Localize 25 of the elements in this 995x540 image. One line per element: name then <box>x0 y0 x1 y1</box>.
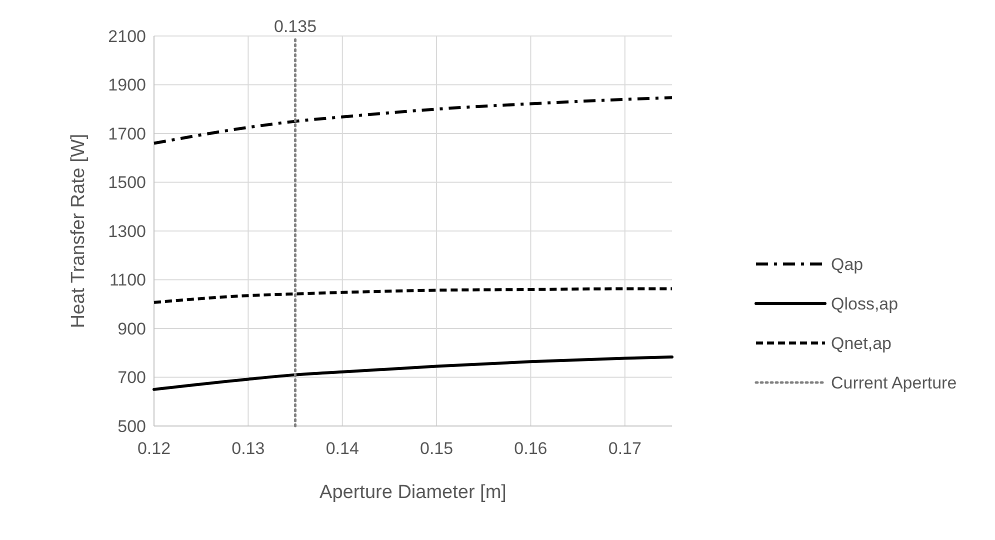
y-tick-label: 2100 <box>108 26 146 46</box>
line-series <box>152 356 674 391</box>
y-tick-label: 900 <box>118 319 146 338</box>
y-tick-label: 700 <box>118 368 146 388</box>
x-tick-label: 0.12 <box>137 439 171 458</box>
legend-label: Qap <box>831 254 864 274</box>
y-tick-label: 1100 <box>109 270 146 290</box>
y-axis-title: Heat Transfer Rate [W] <box>68 134 89 328</box>
annotation: 0.135 <box>274 17 317 36</box>
y-tick-label: 1500 <box>108 173 146 192</box>
y-tick-label: 1900 <box>108 76 146 95</box>
legend-label: Current Aperture <box>831 373 957 392</box>
x-tick-label: 0.14 <box>326 439 359 458</box>
x-tick-label: 0.16 <box>514 439 548 458</box>
legend-label: Qloss,ap <box>831 294 898 314</box>
x-axis-title: Aperture Diameter [m] <box>320 482 506 503</box>
line-series <box>152 96 674 145</box>
x-tick-label: 0.15 <box>420 439 454 458</box>
x-tick-label: 0.13 <box>232 439 265 458</box>
y-tick-label: 1300 <box>108 222 146 241</box>
y-tick-label: 500 <box>118 416 146 436</box>
x-tick-label: 0.17 <box>608 439 642 458</box>
legend-label: Qnet,ap <box>831 334 892 353</box>
y-tick-label: 1700 <box>108 124 146 144</box>
line-series <box>152 287 674 304</box>
